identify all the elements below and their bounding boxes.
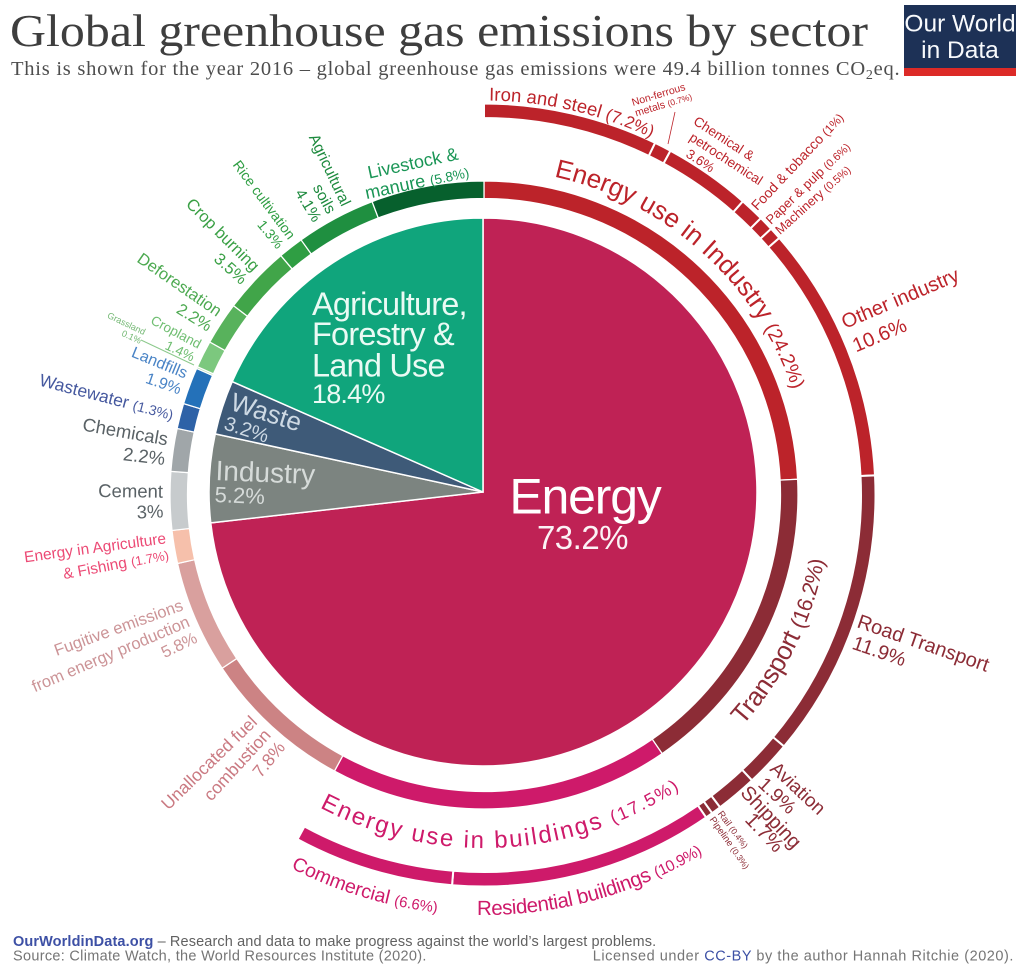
svg-text:Global greenhouse gas emission: Global greenhouse gas emissions by secto… (10, 6, 868, 56)
svg-text:Industry5.2%: Industry5.2% (214, 455, 316, 511)
svg-text:in Data: in Data (921, 37, 999, 64)
svg-text:73.2%: 73.2% (537, 519, 628, 556)
svg-text:2.2%: 2.2% (122, 443, 166, 469)
svg-text:This is shown for the year 201: This is shown for the year 2016 – global… (11, 58, 900, 83)
svg-text:Agriculture,Forestry &Land Use: Agriculture, Forestry & Land Use 18.4% (312, 286, 467, 409)
svg-text:Our World: Our World (904, 11, 1015, 38)
svg-text:Energy: Energy (509, 469, 661, 525)
svg-text:Licensed under CC-BY by the au: Licensed under CC-BY by the author Hanna… (593, 949, 1014, 965)
svg-text:3%: 3% (136, 500, 164, 522)
svg-text:Source: Climate Watch, the Wor: Source: Climate Watch, the World Resourc… (13, 949, 427, 965)
svg-text:OurWorldinData.org – Research: OurWorldinData.org – Research and data t… (13, 934, 656, 950)
svg-text:Cement: Cement (98, 480, 163, 502)
